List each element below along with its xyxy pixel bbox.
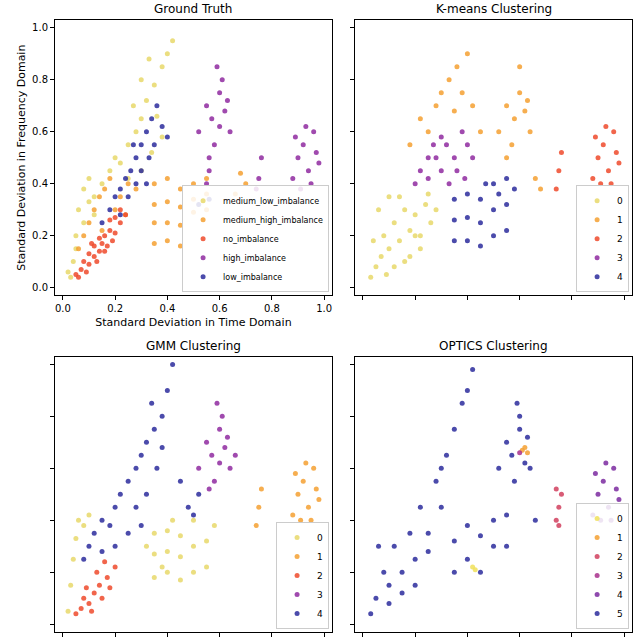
svg-text:0: 0 (617, 196, 623, 206)
svg-text:0.8: 0.8 (32, 74, 48, 85)
svg-text:medium_low_imbalance: medium_low_imbalance (223, 197, 319, 206)
svg-text:5: 5 (617, 609, 623, 619)
svg-text:3: 3 (617, 253, 623, 263)
svg-text:1: 1 (317, 552, 323, 562)
svg-text:0.6: 0.6 (32, 126, 48, 137)
svg-text:OPTICS Clustering: OPTICS Clustering (439, 339, 548, 353)
svg-text:0: 0 (317, 533, 323, 543)
svg-text:K-means Clustering: K-means Clustering (436, 2, 552, 16)
svg-text:0.0: 0.0 (55, 303, 71, 314)
svg-text:0.2: 0.2 (107, 303, 123, 314)
svg-text:1.0: 1.0 (32, 22, 48, 33)
svg-text:4: 4 (617, 590, 623, 600)
svg-text:Standard Deviation in Time Dom: Standard Deviation in Time Domain (95, 316, 291, 329)
svg-text:1: 1 (617, 533, 623, 543)
svg-text:2: 2 (317, 571, 323, 581)
svg-text:2: 2 (617, 552, 623, 562)
svg-text:no_imbalance: no_imbalance (223, 235, 279, 244)
svg-text:1.0: 1.0 (316, 303, 332, 314)
svg-text:4: 4 (617, 272, 623, 282)
svg-text:high_imbalance: high_imbalance (223, 254, 286, 263)
svg-text:Standard Deviation in Frequenc: Standard Deviation in Frequency Domain (15, 45, 28, 271)
svg-text:0.0: 0.0 (32, 282, 48, 293)
svg-text:0.2: 0.2 (32, 230, 48, 241)
svg-text:3: 3 (317, 590, 323, 600)
svg-text:0.4: 0.4 (159, 303, 175, 314)
svg-text:3: 3 (617, 571, 623, 581)
svg-text:Ground Truth: Ground Truth (154, 2, 232, 16)
svg-text:0.6: 0.6 (212, 303, 228, 314)
svg-text:low_imbalance: low_imbalance (223, 273, 282, 282)
svg-text:2: 2 (617, 234, 623, 244)
svg-text:GMM Clustering: GMM Clustering (146, 339, 241, 353)
svg-text:0.4: 0.4 (32, 178, 48, 189)
svg-text:0: 0 (617, 514, 623, 524)
svg-text:1: 1 (617, 215, 623, 225)
svg-text:4: 4 (317, 609, 323, 619)
svg-text:0.8: 0.8 (264, 303, 280, 314)
svg-text:medium_high_imbalance: medium_high_imbalance (223, 216, 323, 225)
